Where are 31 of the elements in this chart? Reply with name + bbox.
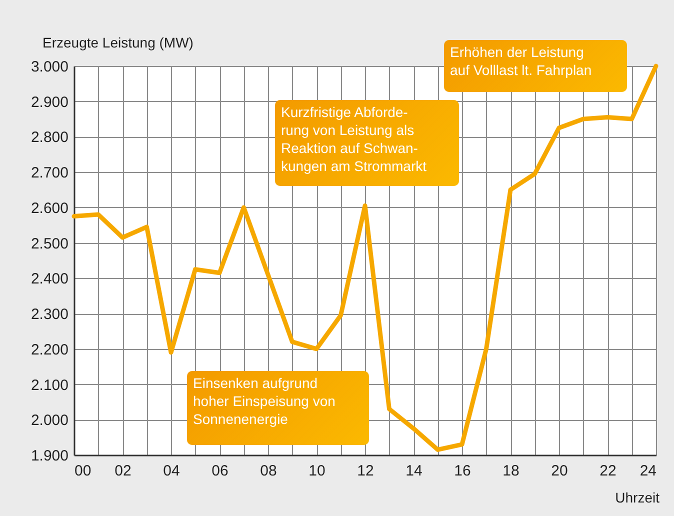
x-tick-label: 10: [308, 462, 326, 480]
annotation: Kurzfristige Abforde- rung von Leistung als Reaktion auf Schwan- kungen am Strommarkt: [275, 100, 459, 186]
y-tick-label: 2.200: [30, 341, 68, 358]
y-tick-label: 2.000: [30, 412, 68, 430]
x-tick-label: 04: [163, 462, 180, 480]
x-tick-label: 08: [260, 462, 277, 480]
y-tick-label: 1.900: [30, 448, 68, 464]
y-tick-label: 2.300: [30, 306, 68, 324]
x-tick-label: 24: [640, 462, 656, 480]
y-tick-label: 3.000: [30, 58, 68, 76]
x-tick-label: 02: [114, 462, 132, 480]
annotation: Erhöhen der Leistung auf Volllast lt. Fahrplan: [444, 40, 627, 92]
y-tick-label: 2.500: [30, 235, 68, 252]
x-tick-label: 22: [600, 462, 616, 480]
x-tick-label: 00: [74, 462, 92, 480]
y-tick-label: 2.800: [30, 129, 68, 146]
x-tick-label: 16: [454, 462, 471, 480]
y-tick-label: 2.400: [30, 270, 68, 288]
x-tick-label: 14: [406, 462, 422, 480]
y-tick-label: 2.600: [30, 200, 68, 217]
y-tick-label: 2.700: [30, 164, 68, 182]
y-axis-title: Erzeugte Leistung (MW): [42, 34, 194, 50]
x-axis-title: Uhrzeit: [615, 490, 660, 506]
x-tick-label: 20: [551, 462, 568, 480]
x-tick-label: 18: [502, 462, 520, 480]
x-tick-label: 06: [212, 462, 228, 480]
annotation: Einsenken aufgrund hoher Einspeisung von Sonnenenergie: [187, 371, 369, 445]
line-series: [72, 64, 658, 452]
y-tick-label: 2.100: [30, 376, 68, 394]
y-tick-label: 2.900: [30, 94, 68, 111]
x-tick-label: 12: [357, 462, 374, 480]
